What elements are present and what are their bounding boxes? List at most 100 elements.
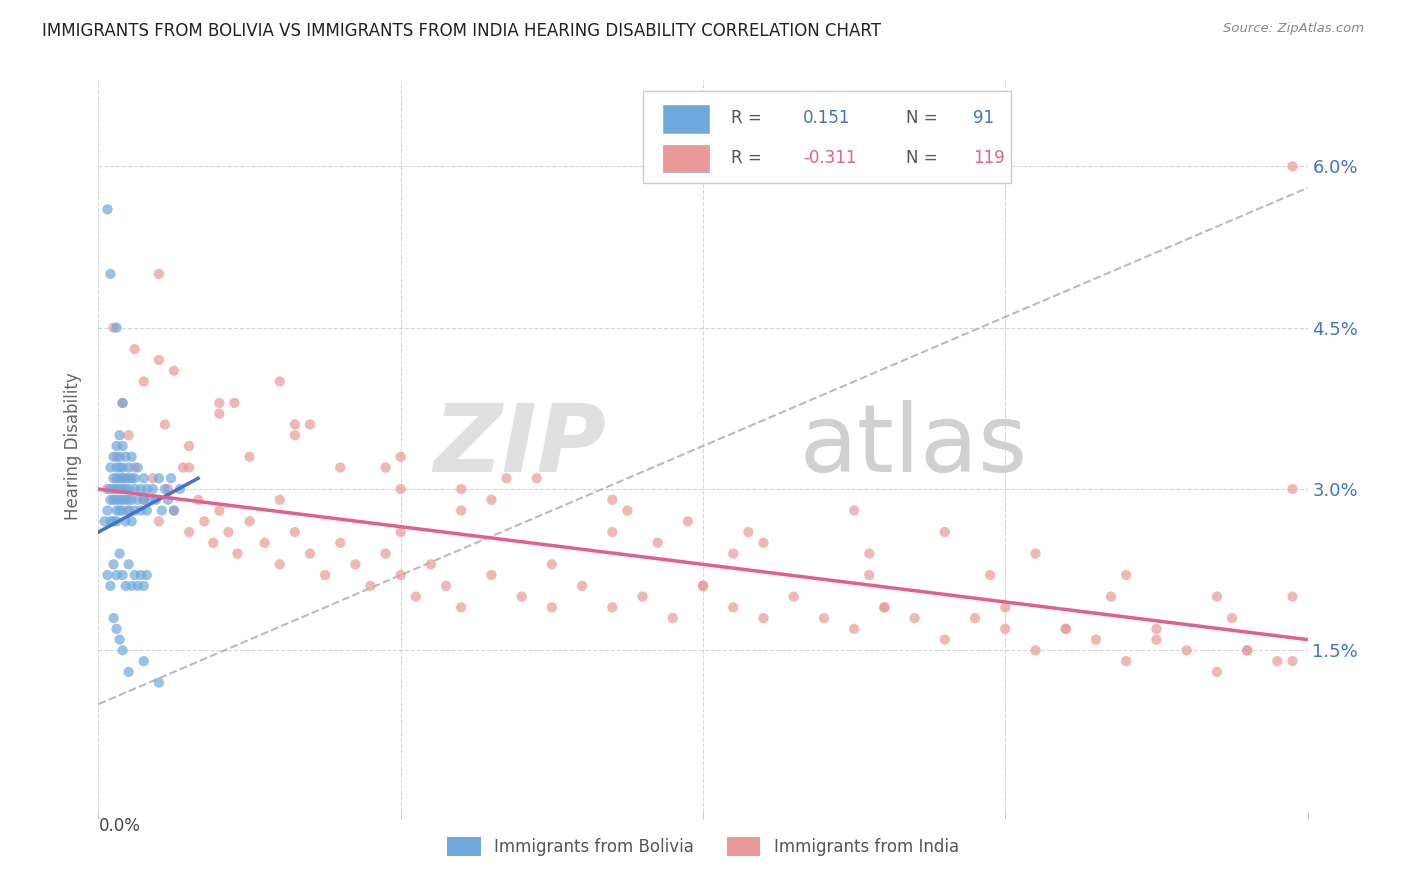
Point [108, 632, 131, 647]
Point [105, 492, 128, 507]
Point [96, 202, 118, 217]
Point [172, 460, 194, 475]
Point [873, 600, 896, 615]
Point [389, 450, 412, 464]
Point [692, 579, 714, 593]
Point [723, 600, 745, 615]
Point [1175, 643, 1198, 657]
Point [156, 492, 179, 507]
Point [873, 600, 896, 615]
Point [100, 514, 122, 528]
Point [208, 396, 231, 410]
Point [602, 600, 624, 615]
Point [124, 342, 146, 356]
Point [124, 460, 146, 475]
Point [239, 514, 262, 528]
Text: IMMIGRANTS FROM BOLIVIA VS IMMIGRANTS FROM INDIA HEARING DISABILITY CORRELATION : IMMIGRANTS FROM BOLIVIA VS IMMIGRANTS FR… [42, 22, 882, 40]
Point [1281, 654, 1303, 668]
Point [118, 665, 141, 679]
Point [118, 460, 141, 475]
Point [1236, 643, 1258, 657]
Point [284, 417, 307, 432]
Point [105, 450, 128, 464]
Text: 119: 119 [973, 149, 1004, 167]
Point [284, 428, 307, 442]
Point [269, 492, 291, 507]
Point [1024, 547, 1046, 561]
Point [114, 482, 136, 496]
Point [284, 524, 307, 539]
Point [111, 643, 134, 657]
Point [979, 568, 1001, 582]
Point [121, 450, 143, 464]
Point [111, 503, 134, 517]
Point [1281, 482, 1303, 496]
Text: N =: N = [905, 149, 943, 167]
Point [179, 460, 201, 475]
Text: 0.151: 0.151 [803, 110, 851, 128]
Point [783, 590, 806, 604]
Point [602, 492, 624, 507]
FancyBboxPatch shape [643, 91, 1011, 183]
Point [148, 267, 170, 281]
Point [374, 460, 396, 475]
Point [153, 482, 176, 496]
Point [118, 428, 141, 442]
Point [179, 439, 201, 453]
Point [105, 471, 128, 485]
Point [124, 471, 146, 485]
Point [118, 503, 141, 517]
Point [1206, 665, 1229, 679]
Point [631, 590, 654, 604]
Point [105, 568, 128, 582]
Point [129, 503, 152, 517]
Point [813, 611, 835, 625]
Point [108, 492, 131, 507]
Point [904, 611, 927, 625]
Point [389, 482, 412, 496]
Point [105, 482, 128, 496]
Point [105, 622, 128, 636]
Text: -0.311: -0.311 [803, 149, 856, 167]
Text: Source: ZipAtlas.com: Source: ZipAtlas.com [1223, 22, 1364, 36]
Point [108, 450, 131, 464]
Point [100, 482, 122, 496]
Point [135, 503, 157, 517]
Point [217, 524, 239, 539]
Text: 0.0%: 0.0% [98, 817, 141, 835]
Point [420, 558, 443, 572]
Point [571, 579, 593, 593]
Point [108, 460, 131, 475]
Point [239, 450, 262, 464]
Point [148, 675, 170, 690]
Point [100, 460, 122, 475]
Point [114, 471, 136, 485]
Point [121, 471, 143, 485]
Point [105, 503, 128, 517]
Point [723, 547, 745, 561]
Point [169, 482, 191, 496]
Point [153, 417, 176, 432]
Point [103, 450, 125, 464]
Point [124, 568, 146, 582]
Point [163, 503, 186, 517]
Point [111, 482, 134, 496]
Point [103, 471, 125, 485]
Point [344, 558, 367, 572]
Point [127, 460, 149, 475]
Point [111, 439, 134, 453]
Point [1085, 632, 1108, 647]
Point [495, 471, 517, 485]
Point [103, 558, 125, 572]
Point [121, 514, 143, 528]
Point [124, 503, 146, 517]
Point [103, 320, 125, 334]
Point [160, 471, 183, 485]
Bar [664, 145, 709, 172]
Point [163, 364, 186, 378]
Point [139, 492, 162, 507]
Point [389, 568, 412, 582]
Point [108, 547, 131, 561]
Point [111, 568, 134, 582]
Point [526, 471, 548, 485]
